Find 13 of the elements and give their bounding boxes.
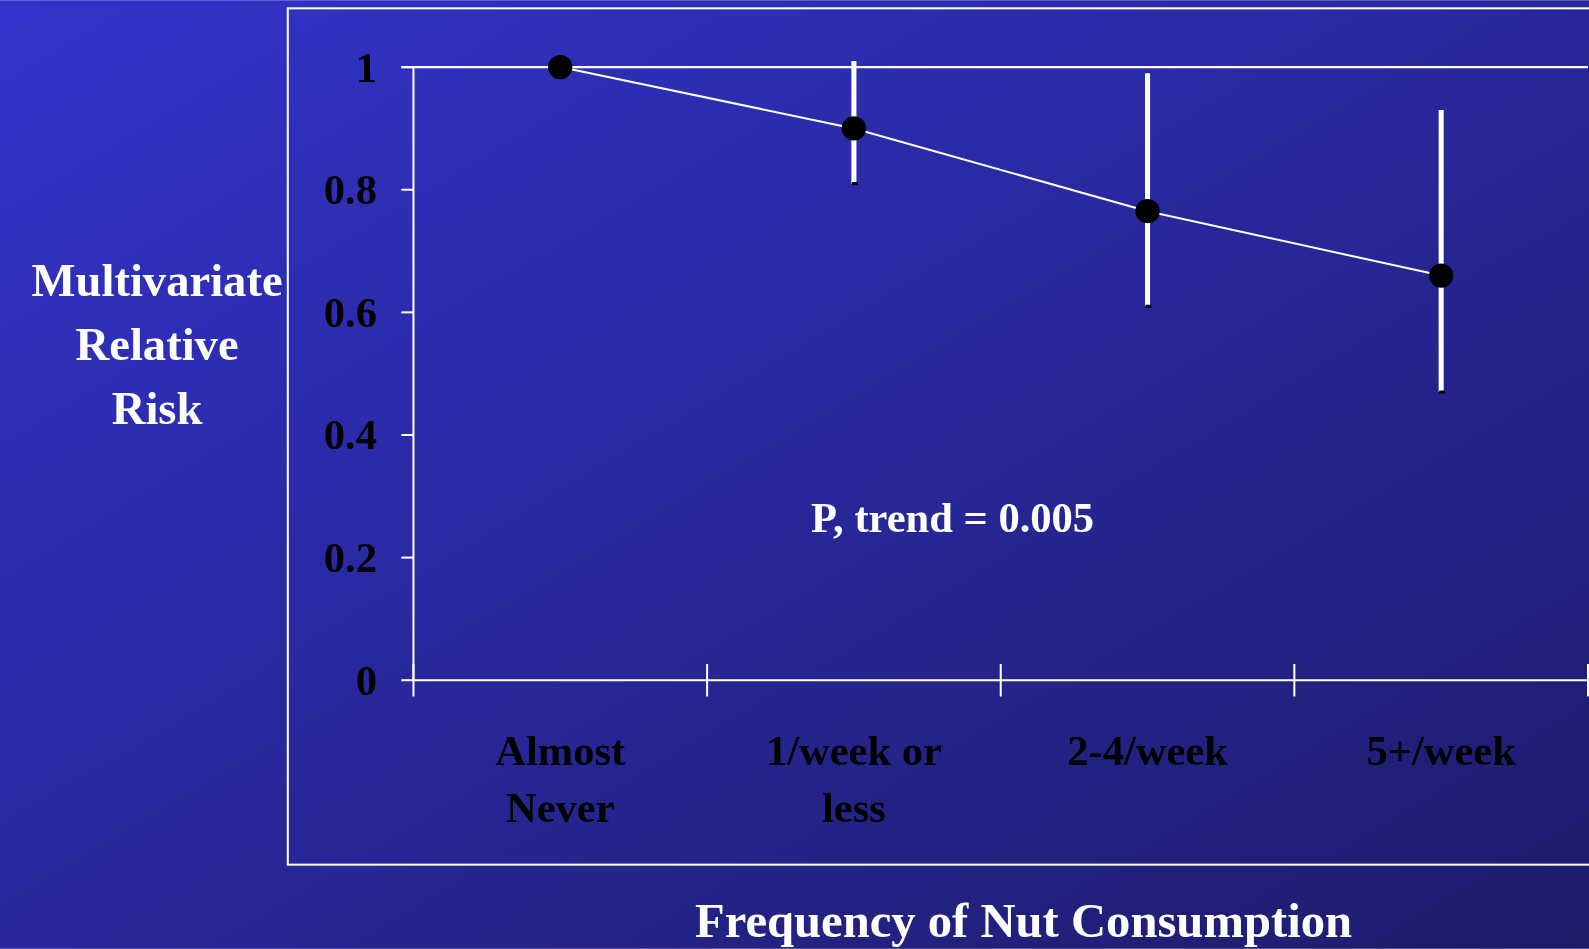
- x-axis-title: Frequency of Nut Consumption: [695, 893, 1353, 948]
- x-tick-label: Almost Never: [495, 727, 626, 832]
- y-tick-label: 1: [355, 43, 377, 91]
- y-tick-label: 0.8: [323, 166, 377, 214]
- x-tick-label: 5+/week: [1366, 727, 1517, 775]
- y-tick-label: 0: [355, 656, 377, 704]
- y-axis-title: Multivariate Relative Risk: [31, 254, 283, 434]
- y-tick-label: 0.6: [323, 288, 377, 336]
- y-tick-label: 0.4: [323, 411, 377, 459]
- x-tick-label: 2-4/week: [1067, 727, 1229, 775]
- x-tick-label: 1/week or less: [765, 727, 942, 832]
- y-tick-label: 0.2: [323, 534, 377, 582]
- annotation: P, trend = 0.005: [811, 494, 1095, 542]
